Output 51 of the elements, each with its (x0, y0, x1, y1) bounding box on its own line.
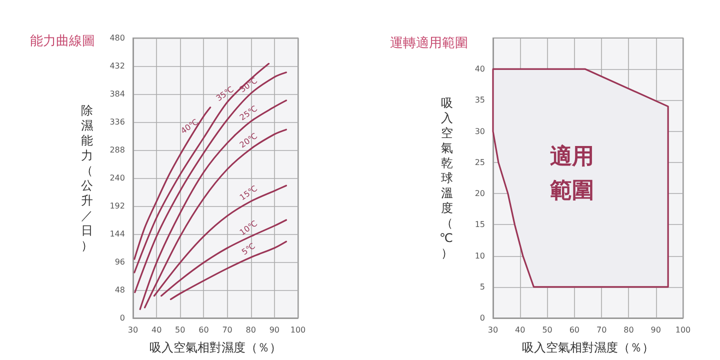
line-series (153, 184, 288, 297)
y-tick-label: 10 (474, 251, 485, 260)
x-tick-label: 60 (198, 326, 209, 334)
y-tick-label: 288 (110, 146, 125, 154)
y-tick-label: 35 (474, 96, 485, 105)
line-series (160, 219, 288, 297)
line-series (139, 100, 288, 310)
y-tick-label: 5 (480, 282, 485, 292)
x-tick-label: 70 (222, 326, 232, 334)
y-tick-label: 0 (480, 314, 485, 322)
y-tick-label: 144 (110, 230, 125, 238)
y-tick-label: 384 (110, 90, 125, 98)
y-tick-label: 15 (474, 220, 485, 230)
annotation: 適用範圍 (549, 144, 594, 204)
text: 吸入空氣乾球溫度（℃） (440, 96, 453, 260)
x-tick-label: 30 (488, 326, 498, 334)
x-axis-title: 吸入空氣相對濕度（％） (522, 340, 654, 354)
y-tick-label: 480 (110, 34, 125, 42)
line-series (170, 240, 288, 300)
y-tick-label: 30 (474, 126, 485, 136)
x-tick-label: 40 (151, 326, 162, 334)
x-tick-label: 80 (246, 326, 256, 334)
y-tick-label: 40 (474, 64, 485, 74)
text: 除濕能力（公升／日） (81, 104, 93, 252)
y-tick-label: 240 (110, 174, 125, 182)
x-tick-label: 60 (569, 326, 580, 334)
x-tick-label: 50 (542, 326, 552, 334)
y-tick-label: 48 (114, 286, 125, 294)
chart-title: 能力曲線圖 (30, 34, 95, 49)
x-tick-label: 100 (290, 326, 306, 334)
text: 5℃ (240, 241, 257, 257)
x-tick-label: 80 (624, 326, 634, 334)
x-tick-label: 90 (650, 326, 661, 334)
y-tick-label: 25 (474, 158, 485, 167)
x-tick-label: 30 (128, 326, 138, 334)
y-tick-label: 20 (474, 189, 485, 198)
x-axis-title: 吸入空氣相對濕度（％） (150, 340, 282, 354)
line-series (134, 72, 288, 294)
chart-title: 運轉適用範圍 (390, 35, 468, 51)
line-series (134, 106, 212, 260)
y-tick-label: 432 (110, 62, 125, 70)
x-tick-label: 90 (269, 326, 280, 334)
y-tick-label: 336 (110, 118, 125, 126)
y-tick-label: 0 (120, 314, 125, 322)
y-tick-label: 96 (114, 258, 125, 266)
x-tick-label: 40 (515, 326, 526, 334)
line-series (134, 62, 270, 274)
y-tick-label: 192 (110, 202, 125, 210)
x-tick-label: 100 (675, 326, 691, 334)
x-tick-label: 70 (596, 326, 607, 334)
x-tick-label: 50 (175, 326, 186, 334)
